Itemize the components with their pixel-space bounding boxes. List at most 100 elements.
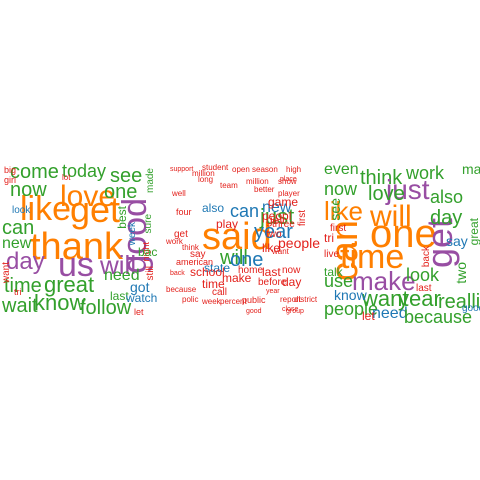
cloud-word: want (272, 247, 289, 256)
cloud-word: season (252, 165, 278, 174)
cloud-word: need (372, 305, 408, 322)
cloud-word: people (278, 235, 320, 251)
cloud-word: year (398, 286, 441, 311)
cloud-word: two (266, 229, 282, 240)
cloud-word: made (145, 168, 156, 194)
cloud-word: place (280, 176, 297, 183)
cloud-word: can (2, 217, 35, 239)
cloud-word: wait (2, 295, 38, 317)
cloud-word: state (204, 261, 231, 275)
cloud-word: back (170, 270, 185, 277)
cloud-word: thank (30, 226, 123, 268)
cloud-word: just (386, 174, 430, 205)
cloud-word: like (20, 190, 72, 228)
cloud-word: high (286, 165, 302, 174)
cloud-word: now (324, 179, 358, 199)
cloud-word: back (421, 246, 432, 268)
cloud-word: million (192, 169, 215, 178)
cloud-word: girl (4, 175, 17, 185)
cloud-word: still (145, 266, 156, 281)
cloud-word: percent (220, 297, 247, 306)
cloud-word: let (362, 309, 375, 323)
cloud-word: even (324, 161, 359, 178)
word-cloud-right: even think work just love one can like will time g… (322, 158, 480, 327)
cloud-word: work (166, 237, 183, 246)
word-cloud-left: come today thank like love get good will day us on… (0, 158, 158, 326)
cloud-word: will (370, 200, 412, 233)
cloud-word: said (202, 216, 272, 258)
cloud-word: us (58, 246, 94, 284)
cloud-word: well (172, 189, 186, 198)
cloud-word: big (4, 165, 17, 175)
cloud-word: love (60, 180, 116, 213)
cloud-word: one (230, 249, 264, 271)
cloud-word: can (230, 201, 260, 221)
cloud-word: love (368, 183, 405, 205)
cloud-word: need (104, 267, 140, 284)
cloud-word: like (324, 196, 364, 226)
cloud-word: peopl (262, 209, 292, 223)
cloud-word: get (70, 189, 121, 230)
cloud-word: great (467, 218, 480, 246)
cloud-word: one (370, 212, 437, 256)
cloud-word: will (100, 250, 137, 280)
cloud-word: tri (324, 231, 334, 245)
cloud-word: now (10, 179, 47, 201)
cloud-word: before (258, 277, 287, 288)
cloud-word: better (254, 185, 275, 194)
word-cloud-middle: said just will one year can new also state make ti… (162, 158, 320, 326)
cloud-word: today (62, 161, 107, 181)
cloud-word: american (176, 257, 214, 267)
cloud-word: district (294, 295, 318, 304)
cloud-word: make (352, 266, 416, 296)
cloud-word: make (222, 271, 252, 285)
cloud-word: play (216, 217, 239, 231)
cloud-word: good (246, 308, 262, 315)
cloud-word: new (2, 235, 32, 252)
cloud-word: know (34, 290, 86, 315)
cloud-word: last (416, 283, 432, 294)
cloud-word: like (262, 241, 281, 255)
cloud-word: watch (126, 291, 158, 305)
cloud-word: year (254, 221, 293, 243)
cloud-word: open (232, 165, 250, 174)
cloud-word: group (286, 308, 304, 315)
cloud-word: follow (80, 297, 132, 319)
cloud-word: call (212, 287, 228, 298)
cloud-word: four (176, 207, 192, 217)
cloud-word: three (272, 219, 295, 230)
cloud-word: see (110, 165, 143, 187)
cloud-word: know (334, 287, 367, 303)
cloud-word: get (174, 229, 188, 240)
cloud-word: day (6, 248, 45, 275)
cloud-word: want (362, 286, 409, 311)
cloud-word: realli (438, 291, 480, 313)
cloud-word: good (462, 303, 480, 314)
cloud-word: polic (182, 295, 199, 304)
cloud-word: people (324, 299, 379, 319)
cloud-word: want (1, 262, 12, 284)
cloud-word: get (266, 213, 283, 227)
cloud-word: game (268, 195, 299, 209)
cloud-word: also (202, 201, 225, 215)
cloud-word: see (327, 198, 343, 221)
cloud-word: one (104, 181, 138, 203)
cloud-word: public (242, 295, 266, 305)
cloud-word: last (110, 289, 129, 303)
cloud-word: long (198, 175, 214, 184)
cloud-word: support (170, 166, 194, 173)
cloud-word: lot (62, 173, 71, 182)
cloud-word: think (182, 243, 199, 252)
cloud-word: last (262, 265, 281, 279)
cloud-word: week (127, 222, 138, 246)
cloud-word: look (12, 205, 31, 216)
cloud-word: time (4, 275, 42, 297)
cloud-word: sure (143, 214, 154, 234)
cloud-word: come (10, 161, 59, 183)
cloud-word: year (266, 288, 280, 295)
cloud-word: close (282, 306, 299, 313)
cloud-word: got (130, 279, 150, 295)
cloud-word: player (278, 189, 300, 198)
cloud-word: school (190, 265, 225, 279)
cloud-word: first (330, 223, 347, 234)
